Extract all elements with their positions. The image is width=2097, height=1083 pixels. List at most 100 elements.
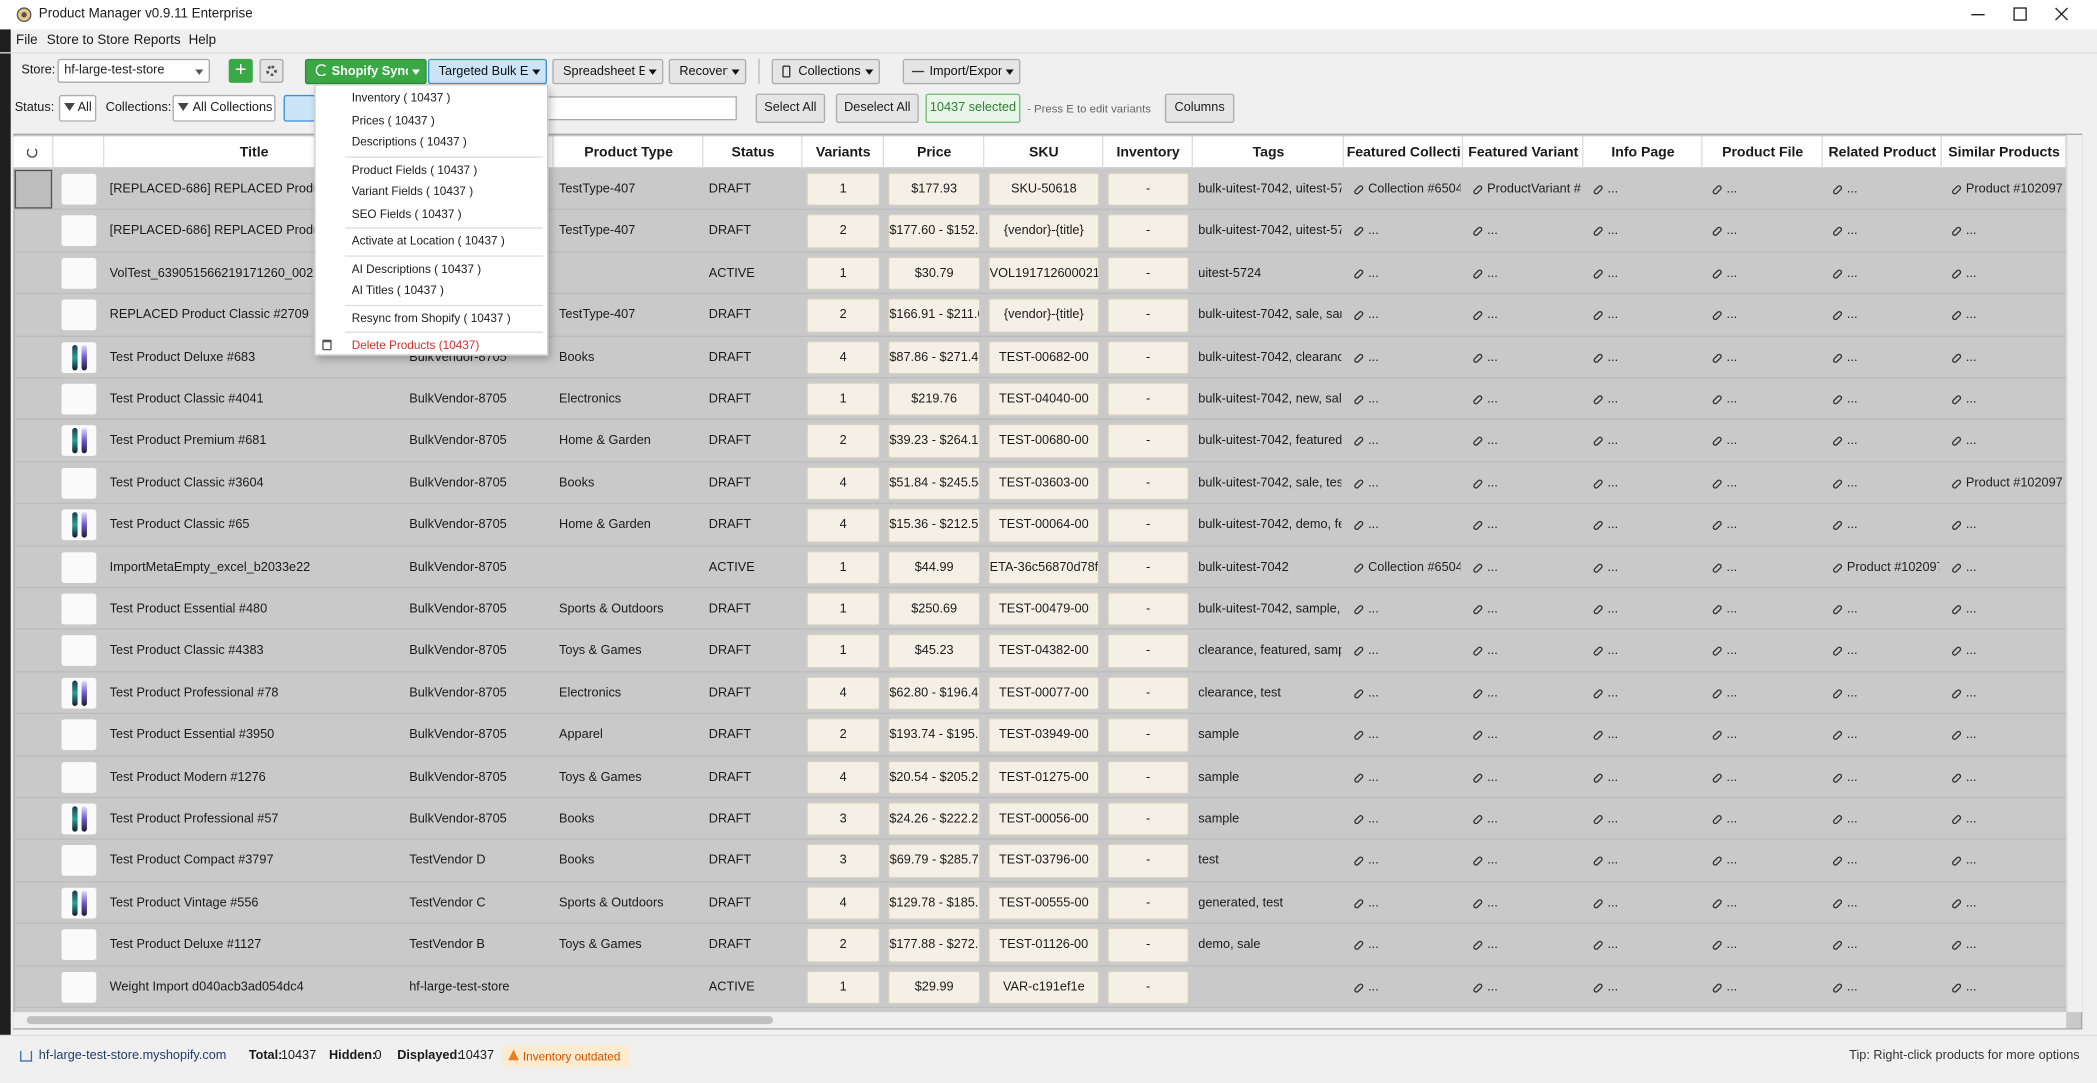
table-row[interactable]	[13, 840, 2067, 883]
link-text[interactable]: ...	[1607, 391, 1619, 407]
cell-value[interactable]: 1	[839, 181, 847, 197]
cell-text[interactable]: Apparel	[559, 727, 603, 743]
cell-text[interactable]: clearance, featured, sample	[1198, 643, 1342, 659]
link-text[interactable]: ...	[1965, 979, 1977, 995]
link-text[interactable]: ...	[1965, 895, 1977, 911]
menu-item[interactable]: File	[16, 33, 38, 49]
value-box[interactable]	[806, 802, 880, 837]
link-text[interactable]: ...	[1846, 265, 1858, 281]
link-text[interactable]: ...	[1965, 223, 1977, 239]
link-text[interactable]: ...	[1726, 769, 1738, 785]
cell-value[interactable]: $15.36 - $212.53	[889, 517, 979, 533]
menu-option[interactable]: Activate at Location ( 10437 )	[351, 233, 505, 248]
table-row[interactable]	[13, 420, 2067, 463]
link-text[interactable]: ...	[1965, 811, 1977, 827]
value-box[interactable]	[988, 340, 1100, 375]
link-text[interactable]: ...	[1965, 727, 1977, 743]
cell-value[interactable]: -	[1146, 223, 1151, 239]
cell-text[interactable]: Test Product Professional #78	[109, 685, 279, 701]
cell-text[interactable]: bulk-uitest-7042, uitest-57	[1198, 223, 1342, 239]
cell-value[interactable]: TEST-00077-00	[998, 685, 1089, 701]
link-text[interactable]: ...	[1487, 979, 1498, 995]
cell-text[interactable]: BulkVendor-8705	[409, 727, 507, 743]
value-box[interactable]	[806, 592, 880, 627]
link-text[interactable]: ...	[1487, 853, 1498, 869]
cell-text[interactable]: Sports & Outdoors	[559, 601, 664, 617]
cell-text[interactable]: DRAFT	[708, 601, 752, 617]
menu-option[interactable]: Resync from Shopify ( 10437 )	[351, 310, 511, 325]
value-box[interactable]	[806, 844, 880, 879]
value-box[interactable]	[806, 340, 880, 375]
value-box[interactable]	[888, 382, 981, 417]
value-box[interactable]	[806, 550, 880, 585]
cell-value[interactable]: $193.74 - $195.3	[889, 727, 979, 743]
cell-text[interactable]: Home & Garden	[559, 433, 651, 449]
value-box[interactable]	[888, 466, 981, 501]
window-controls[interactable]	[1953, 0, 2097, 29]
cell-text[interactable]: Test Product Essential #480	[109, 601, 268, 617]
cell-value[interactable]: -	[1146, 433, 1151, 449]
link-text[interactable]: ...	[1607, 307, 1619, 323]
link-text[interactable]: ...	[1607, 811, 1619, 827]
table-row[interactable]	[13, 378, 2067, 421]
header-cell[interactable]	[554, 136, 704, 169]
value-box[interactable]	[806, 718, 880, 753]
cell-text[interactable]: Test Product Modern #1276	[109, 769, 266, 785]
value-box[interactable]	[1107, 298, 1189, 333]
table-row[interactable]	[13, 714, 2067, 757]
cell-text[interactable]: bulk-uitest-7042, uitest-57	[1198, 181, 1342, 197]
cell-text[interactable]: Books	[559, 349, 595, 365]
cell-value[interactable]: $177.60 - $152.35	[889, 223, 979, 239]
value-box[interactable]	[806, 382, 880, 417]
value-box[interactable]	[1107, 256, 1189, 291]
value-box[interactable]	[888, 424, 981, 459]
value-box[interactable]	[988, 886, 1100, 921]
cell-value[interactable]: 4	[839, 349, 847, 365]
cell-value[interactable]: 1	[839, 391, 847, 407]
cell-value[interactable]: 4	[839, 895, 847, 911]
link-text[interactable]: ...	[1607, 937, 1619, 953]
cell-value[interactable]: -	[1146, 475, 1151, 491]
value-box[interactable]	[806, 928, 880, 963]
cell-value[interactable]: -	[1146, 937, 1151, 953]
link-text[interactable]: Collection #6504	[1368, 559, 1461, 575]
cell-text[interactable]: Test Product Classic #3604	[109, 475, 264, 491]
cell-text[interactable]: DRAFT	[708, 181, 752, 197]
link-text[interactable]: ...	[1368, 685, 1379, 701]
value-box[interactable]	[988, 634, 1100, 669]
cell-text[interactable]: [REPLACED-686] REPLACED Product Pr	[109, 223, 347, 239]
link-text[interactable]: ...	[1607, 727, 1619, 743]
cell-text[interactable]: BulkVendor-8705	[409, 601, 507, 617]
link-text[interactable]: Product #102097	[1965, 475, 2063, 491]
cell-text[interactable]: Test Product Essential #3950	[109, 727, 275, 743]
cell-text[interactable]: clearance, test	[1198, 685, 1281, 701]
link-text[interactable]: ...	[1487, 643, 1498, 659]
table-row[interactable]	[13, 252, 2067, 295]
link-text[interactable]: ...	[1487, 811, 1498, 827]
header-cell[interactable]	[1344, 136, 1464, 169]
value-box[interactable]	[806, 466, 880, 501]
cell-value[interactable]: $24.26 - $222.23	[889, 811, 979, 827]
cell-text[interactable]: DRAFT	[708, 727, 752, 743]
cell-value[interactable]: -	[1146, 685, 1151, 701]
toolbar-button-label[interactable]: Shopify Sync	[331, 64, 408, 79]
link-text[interactable]: ...	[1487, 769, 1498, 785]
cell-text[interactable]: Test Product Professional #57	[109, 811, 279, 827]
header-cell[interactable]	[703, 136, 803, 169]
cell-text[interactable]: DRAFT	[708, 853, 752, 869]
link-text[interactable]: ...	[1846, 307, 1858, 323]
value-box[interactable]	[988, 802, 1100, 837]
cell-text[interactable]: Test Product Deluxe #1127	[109, 937, 262, 953]
value-box[interactable]	[888, 718, 981, 753]
cell-value[interactable]: -	[1146, 391, 1151, 407]
link-text[interactable]: ...	[1607, 181, 1619, 197]
link-text[interactable]: ...	[1965, 601, 1977, 617]
cell-value[interactable]: TEST-00682-00	[998, 349, 1089, 365]
link-text[interactable]: ...	[1487, 265, 1498, 281]
value-box[interactable]	[888, 970, 981, 1005]
cell-text[interactable]: DRAFT	[708, 895, 752, 911]
cell-value[interactable]: TEST-00555-00	[998, 895, 1089, 911]
value-box[interactable]	[806, 508, 880, 543]
cell-value[interactable]: 4	[839, 685, 847, 701]
link-text[interactable]: ...	[1487, 517, 1498, 533]
